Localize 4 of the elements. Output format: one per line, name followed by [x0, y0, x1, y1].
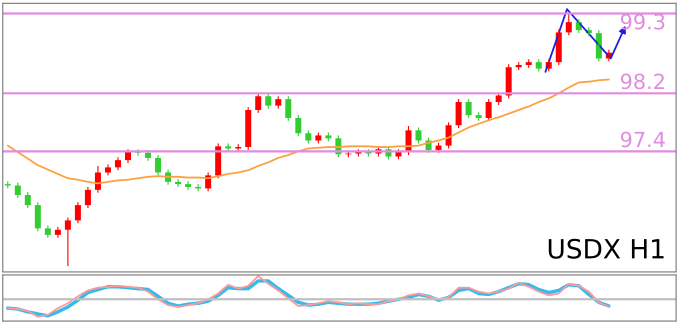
- ref-line-label: 99.3: [620, 14, 664, 30]
- ref-line-label: 97.4: [620, 132, 665, 148]
- ref-line-label: 98.2: [620, 74, 664, 90]
- annotation: USDX H1: [548, 238, 664, 259]
